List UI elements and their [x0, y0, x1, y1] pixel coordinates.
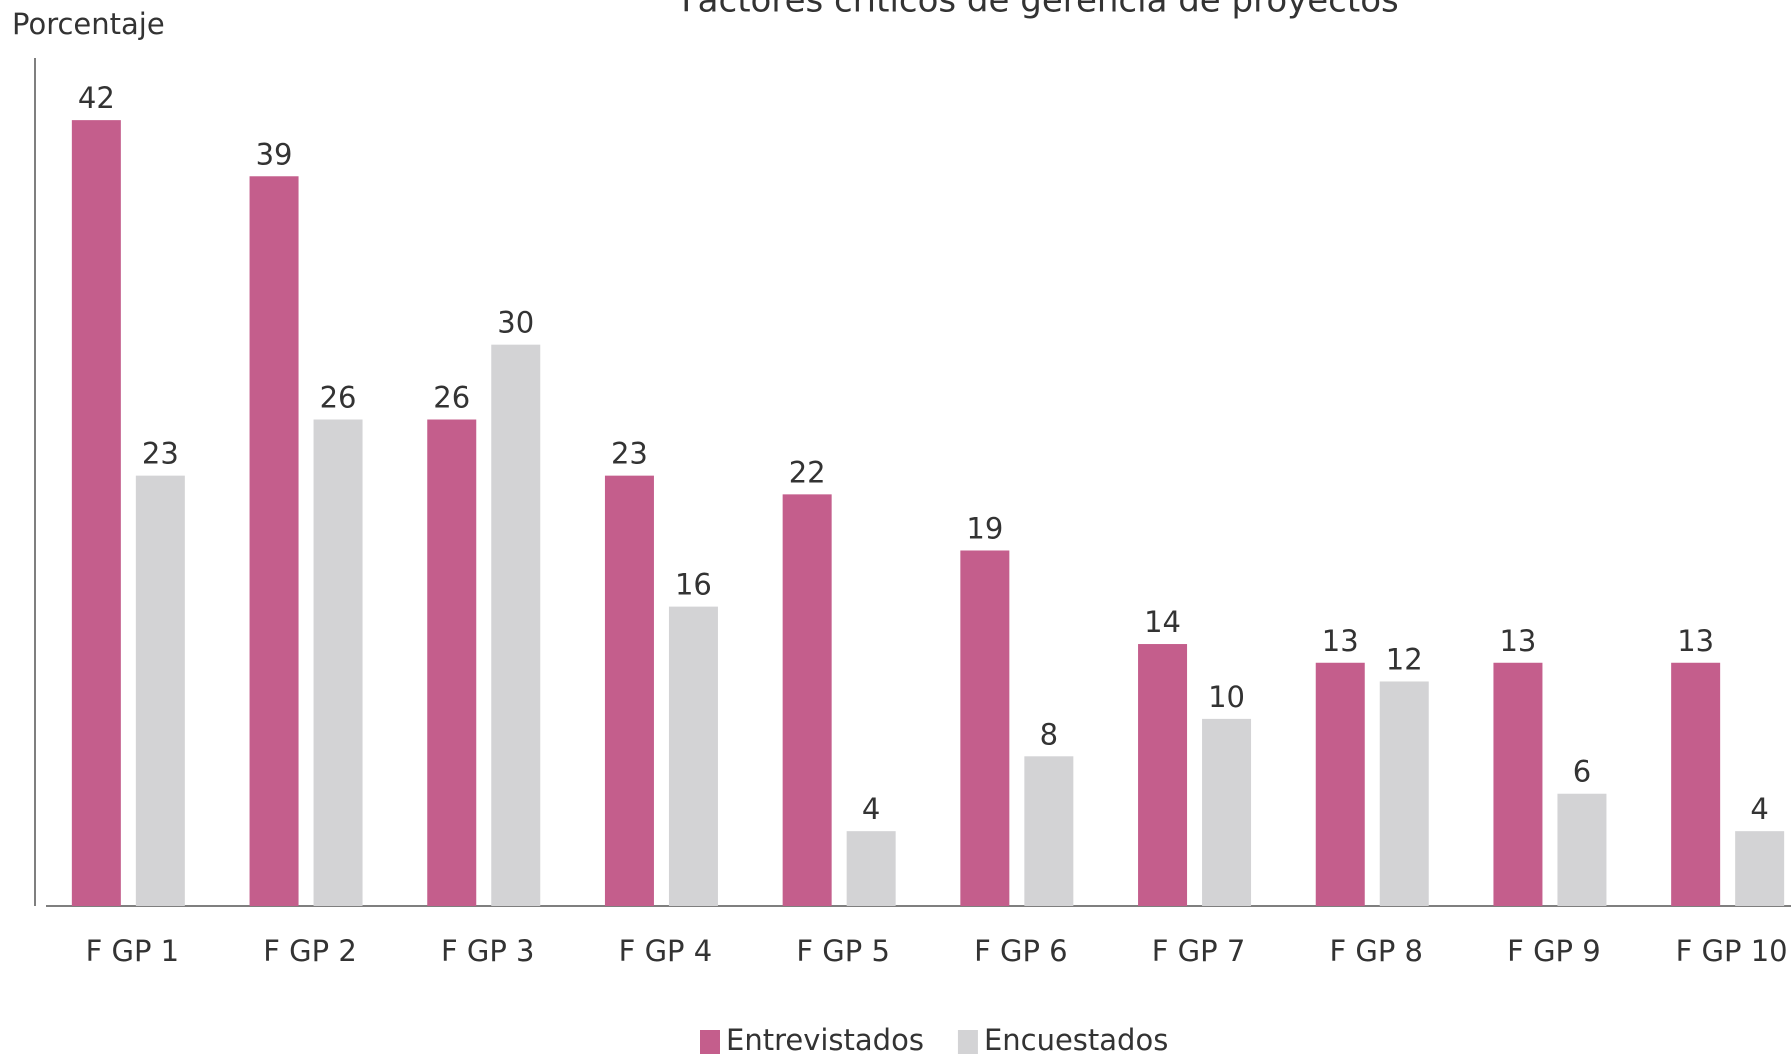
data-label: 19: [966, 511, 1003, 545]
bar: [1202, 718, 1252, 906]
data-label: 10: [1208, 680, 1245, 714]
x-tick-label: F GP 9: [1507, 934, 1601, 968]
x-tick-label: F GP 10: [1676, 934, 1788, 968]
bar: [1315, 662, 1365, 906]
data-label: 30: [497, 306, 534, 340]
data-label: 13: [1677, 624, 1714, 658]
x-tick-label: F GP 6: [974, 934, 1068, 968]
data-label: 12: [1386, 642, 1423, 676]
bar: [71, 120, 121, 907]
data-label: 16: [675, 568, 712, 602]
data-label: 23: [142, 437, 179, 471]
data-label: 22: [789, 455, 826, 489]
data-label: 14: [1144, 605, 1181, 639]
x-tick-label: F GP 3: [441, 934, 535, 968]
chart-title: Factores críticos de gerencia de proyect…: [681, 0, 1398, 21]
data-label: 4: [1750, 792, 1768, 826]
bar: [1379, 681, 1429, 906]
bar: [1493, 662, 1543, 906]
data-label: 39: [256, 137, 293, 171]
bar: [604, 475, 654, 906]
data-label: 13: [1322, 624, 1359, 658]
y-axis-label: Porcentaje: [12, 7, 165, 41]
legend-label: Encuestados: [984, 1023, 1168, 1057]
x-tick-label: F GP 7: [1152, 934, 1246, 968]
bar: [1024, 756, 1074, 906]
data-label: 26: [320, 381, 357, 415]
data-label: 13: [1499, 624, 1536, 658]
legend-swatch: [957, 1030, 978, 1054]
bar: [1557, 793, 1607, 906]
bar: [1138, 644, 1188, 906]
bar: [491, 344, 541, 907]
bar: [427, 419, 477, 906]
bar: [1735, 831, 1785, 906]
legend-label: Entrevistados: [726, 1023, 924, 1057]
bar: [782, 494, 832, 906]
legend-swatch: [700, 1030, 720, 1054]
bar: [135, 475, 185, 906]
x-tick-label: F GP 5: [796, 934, 890, 968]
data-label: 6: [1573, 755, 1591, 789]
bar: [668, 606, 718, 906]
x-tick-label: F GP 2: [263, 934, 357, 968]
data-label: 4: [862, 792, 880, 826]
x-tick-label: F GP 8: [1329, 934, 1423, 968]
data-label: 26: [433, 381, 470, 415]
data-label: 8: [1040, 717, 1058, 751]
bar: [960, 550, 1010, 906]
bar: [313, 419, 363, 906]
bar: [846, 831, 896, 906]
data-label: 42: [78, 81, 115, 115]
bar: [1671, 662, 1721, 906]
bar: [249, 176, 299, 906]
x-tick-label: F GP 4: [619, 934, 713, 968]
x-tick-label: F GP 1: [86, 934, 180, 968]
data-label: 23: [611, 437, 648, 471]
